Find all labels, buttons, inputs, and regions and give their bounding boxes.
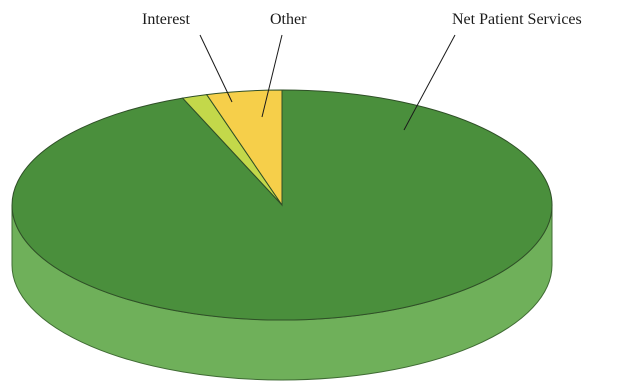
leader-lines xyxy=(199,34,456,131)
slice-label-other: Other xyxy=(270,11,307,28)
slice-label-net-patient-services: Net Patient Services xyxy=(452,11,582,28)
leader-line-net-patient-services xyxy=(403,34,456,131)
slice-labels: Net Patient Services Interest Other xyxy=(142,11,582,28)
leader-line-interest xyxy=(199,34,233,103)
pie-top-face xyxy=(11,89,553,321)
leader-line-other xyxy=(261,34,283,118)
slice-label-interest: Interest xyxy=(142,11,191,28)
pie-slice-other xyxy=(205,89,283,207)
